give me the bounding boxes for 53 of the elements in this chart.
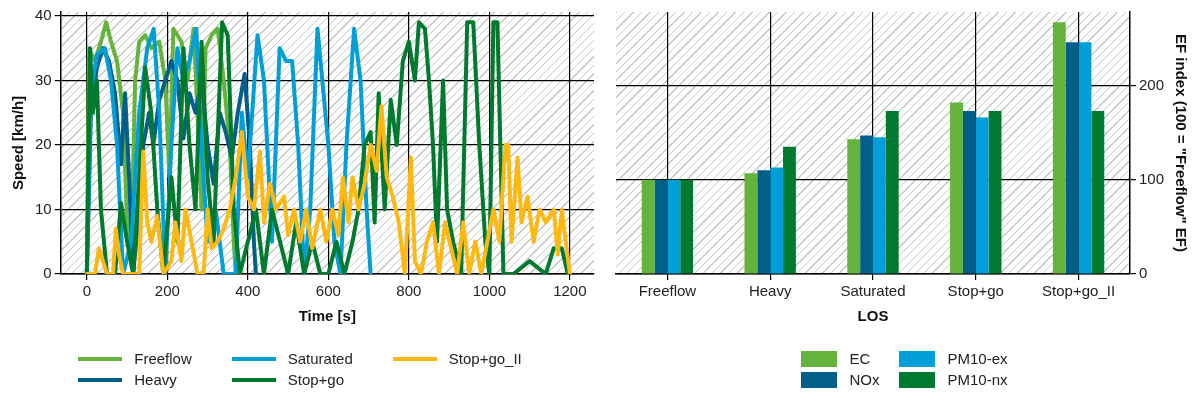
y-tick-label: 20 xyxy=(35,135,52,153)
y-tick-label: 10 xyxy=(35,199,52,217)
bar xyxy=(950,102,963,274)
bar xyxy=(962,110,976,274)
x-tick-label: Stop+go xyxy=(947,282,1004,300)
x-tick-label: Freeflow xyxy=(638,282,697,300)
bar xyxy=(1065,42,1079,274)
x-tick-label: Stop+go_II xyxy=(1042,282,1116,300)
y-tick-label: 0 xyxy=(43,264,52,282)
y-tick-label: 40 xyxy=(35,6,52,24)
legend-label: NOx xyxy=(849,371,880,388)
bar xyxy=(975,117,989,274)
x-axis-title: LOS xyxy=(857,307,889,325)
legend-label: Stop+go xyxy=(287,371,345,388)
y2-tick-label: 0 xyxy=(1138,264,1148,282)
bar xyxy=(654,179,668,274)
bar xyxy=(757,170,771,274)
y-tick-label: 30 xyxy=(35,70,52,88)
legend-label: Saturated xyxy=(287,350,353,367)
bar xyxy=(847,139,861,274)
bar xyxy=(1052,22,1066,274)
bar xyxy=(1091,110,1105,274)
x-tick-label: 800 xyxy=(396,282,422,300)
x-tick-label: Heavy xyxy=(748,282,792,300)
y-axis-title: Speed [km/h] xyxy=(9,95,27,191)
bar xyxy=(885,110,899,274)
x-tick-label: 200 xyxy=(154,282,180,300)
x-tick-label: Saturated xyxy=(840,282,906,300)
x-tick-label: 400 xyxy=(235,282,261,300)
x-tick-label: 0 xyxy=(82,282,92,300)
legend-label: EC xyxy=(849,350,871,367)
legend-label: Stop+go_II xyxy=(448,350,522,367)
legend-label: Freeflow xyxy=(134,350,192,367)
bar xyxy=(988,110,1002,274)
x-tick-label: 1000 xyxy=(472,282,507,300)
legend-label: PM10-nx xyxy=(947,371,1008,388)
bar xyxy=(641,179,655,274)
x-axis-title: Time [s] xyxy=(298,307,356,325)
y2-axis-title: EF index (100 = "Freeflow" EF) xyxy=(1172,33,1190,253)
x-tick-label: 1200 xyxy=(553,282,587,300)
bar xyxy=(860,135,873,274)
legend-label: PM10-ex xyxy=(947,350,1008,367)
bar xyxy=(744,173,758,274)
y2-tick-label: 100 xyxy=(1138,169,1164,187)
bar xyxy=(872,137,886,274)
x-tick-label: 600 xyxy=(315,282,341,300)
bar xyxy=(680,179,694,274)
bar xyxy=(1078,42,1092,274)
legend-label: Heavy xyxy=(134,371,177,388)
y2-tick-label: 200 xyxy=(1138,75,1164,93)
bar xyxy=(667,179,681,274)
bar xyxy=(770,167,784,274)
bar xyxy=(783,146,796,274)
